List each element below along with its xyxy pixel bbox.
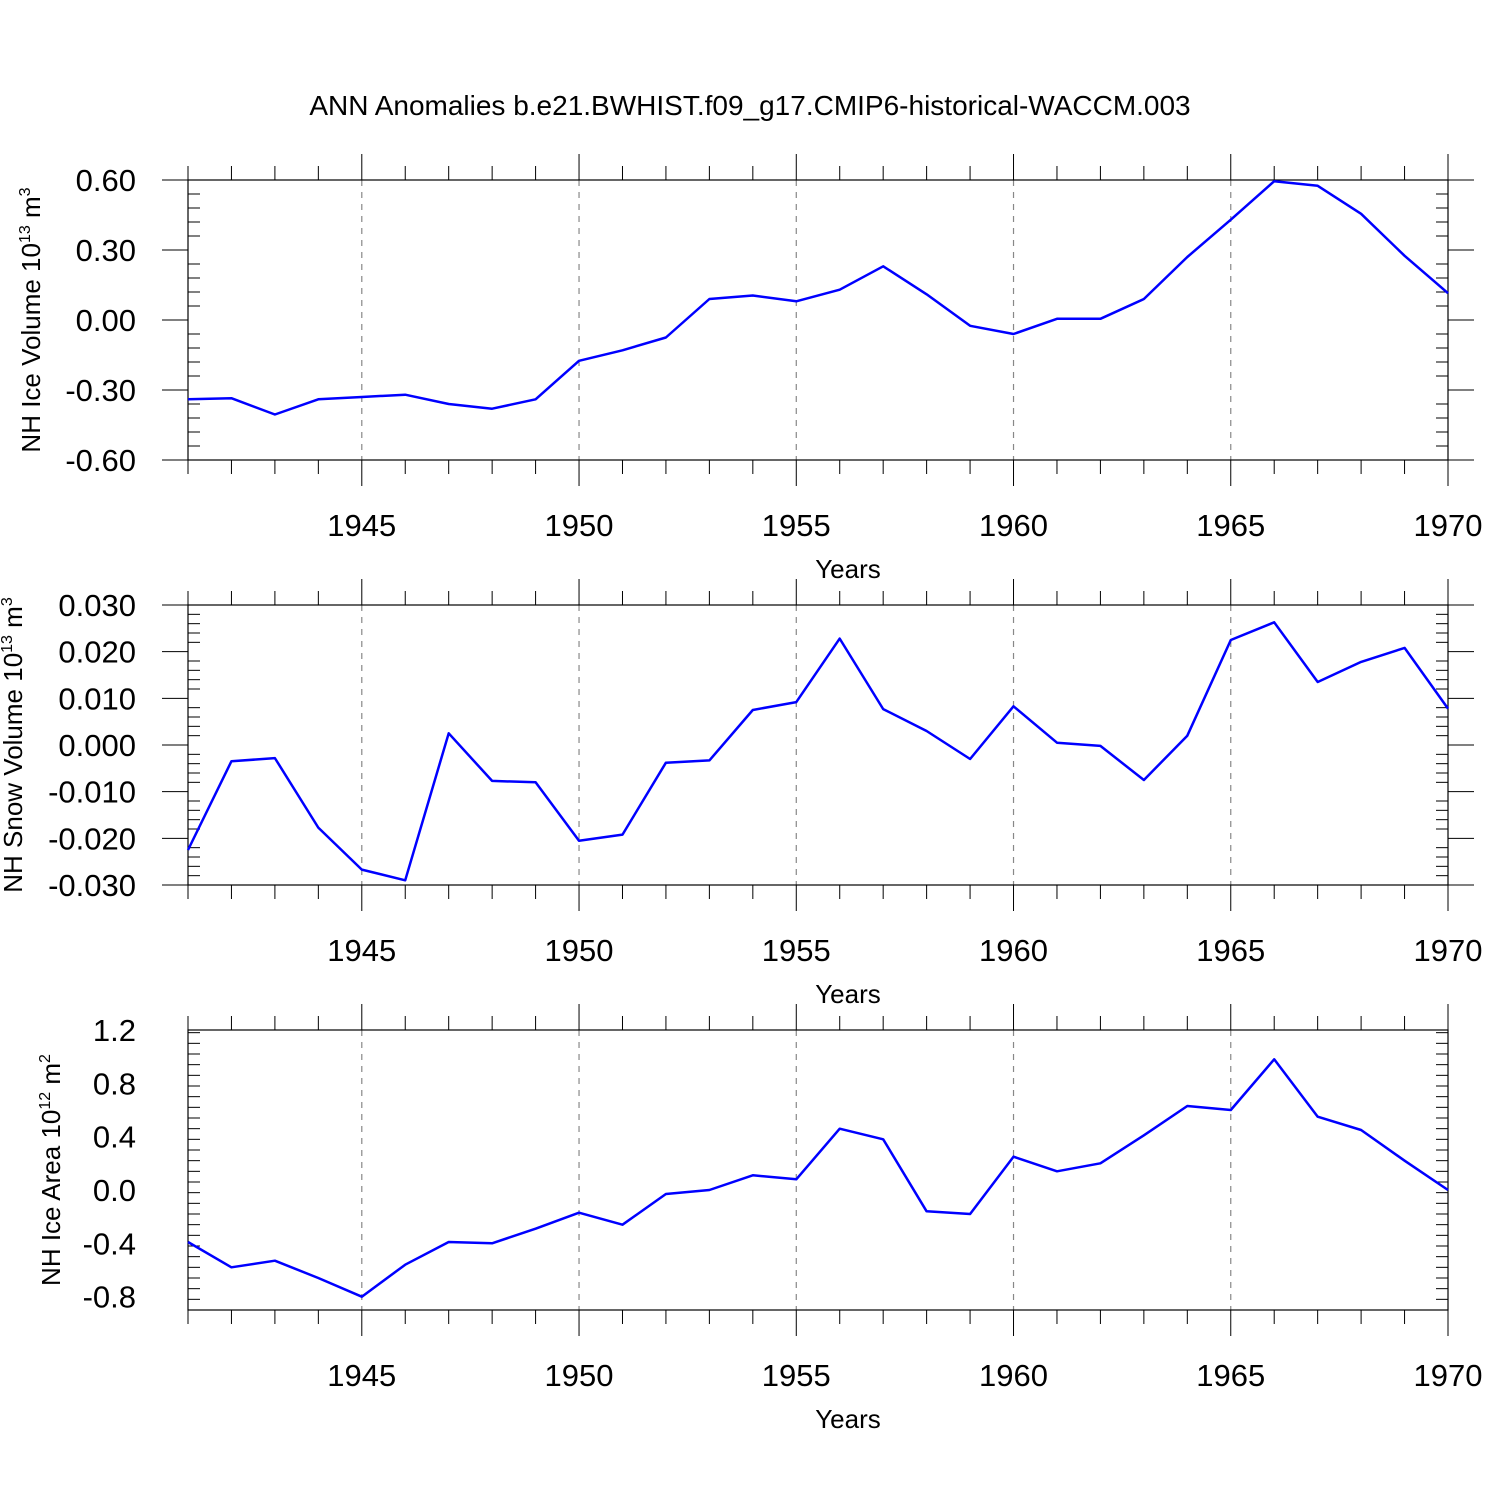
series-line	[186, 621, 1450, 882]
y-tick-label: 0.020	[58, 635, 136, 670]
y-tick-label: -0.30	[65, 373, 136, 408]
series-line	[187, 179, 1449, 416]
y-tick-label: -0.020	[48, 821, 136, 856]
x-tick-label: 1970	[1414, 933, 1483, 968]
y-axis-label-unit-exponent: 2	[37, 1054, 54, 1063]
x-tick-label: 1960	[979, 1358, 1048, 1393]
y-tick-label: 0.8	[93, 1066, 136, 1101]
plot-frame	[187, 604, 1449, 886]
x-tick-label: 1950	[545, 1358, 614, 1393]
x-tick-label: 1960	[979, 508, 1048, 543]
x-tick-label: 1970	[1414, 508, 1483, 543]
x-tick-label: 1955	[762, 1358, 831, 1393]
y-tick-label: 0.00	[76, 303, 136, 338]
y-axis-label-unit: m	[0, 606, 28, 635]
y-axis-label-exponent: 13	[0, 635, 16, 653]
y-axis-label-main: NH Ice Volume 10	[16, 243, 46, 453]
panel-1: -0.60 -0.30 0.00 0.30 0.60 1945 1950 1955 1960 19…	[16, 154, 1482, 584]
y-tick-label: 0.000	[58, 728, 136, 763]
y-axis-label-main: NH Ice Area 10	[36, 1110, 66, 1286]
x-tick-label: 1965	[1196, 1358, 1265, 1393]
x-tick-label: 1945	[327, 508, 396, 543]
chart-title: ANN Anomalies b.e21.BWHIST.f09_g17.CMIP6…	[309, 90, 1190, 121]
y-tick-label: -0.010	[48, 775, 136, 810]
x-axis-label: Years	[815, 979, 881, 1009]
x-tick-label: 1950	[545, 508, 614, 543]
y-axis-label-unit: m	[36, 1063, 66, 1092]
x-tick-label: 1970	[1414, 1358, 1483, 1393]
y-axis-label: NH Snow Volume 1013 m3	[0, 597, 28, 893]
y-axis-label-unit-exponent: 3	[0, 597, 16, 606]
y-tick-label: -0.030	[48, 868, 136, 903]
y-tick-label: 0.60	[76, 163, 136, 198]
y-tick-label: -0.4	[83, 1226, 136, 1261]
y-tick-label: -0.60	[65, 443, 136, 478]
x-axis-label: Years	[815, 1404, 881, 1434]
y-tick-label: 0.0	[93, 1173, 136, 1208]
y-axis-label-unit: m	[16, 196, 46, 225]
y-axis-label-exponent: 12	[37, 1092, 54, 1110]
plot-frame	[187, 1029, 1449, 1311]
y-tick-label: -0.8	[83, 1280, 136, 1315]
y-axis-label-main: NH Snow Volume 10	[0, 653, 28, 893]
y-axis-label-exponent: 13	[17, 225, 34, 243]
y-tick-label: 0.4	[93, 1120, 136, 1155]
y-axis-label: NH Ice Area 1012 m2	[36, 1054, 66, 1286]
plot-frame	[187, 179, 1449, 461]
panel-3: -0.8 -0.4 0.0 0.4 0.8 1.2 1945 1950 1955 1960 1965…	[36, 1004, 1482, 1434]
x-tick-label: 1955	[762, 933, 831, 968]
y-tick-label: 1.2	[93, 1013, 136, 1048]
x-tick-label: 1945	[327, 1358, 396, 1393]
x-tick-label: 1950	[545, 933, 614, 968]
series-line	[187, 1058, 1449, 1298]
y-tick-label: 0.010	[58, 681, 136, 716]
x-axis-label: Years	[815, 554, 881, 584]
y-tick-label: 0.030	[58, 588, 136, 623]
x-tick-label: 1965	[1196, 933, 1265, 968]
x-tick-label: 1955	[762, 508, 831, 543]
y-axis-label-unit-exponent: 3	[17, 187, 34, 196]
x-tick-label: 1960	[979, 933, 1048, 968]
panel-2: -0.030 -0.020 -0.010 0.000 0.010 0.020 0.030 19…	[0, 579, 1482, 1009]
x-tick-label: 1965	[1196, 508, 1265, 543]
y-tick-label: 0.30	[76, 233, 136, 268]
x-tick-label: 1945	[327, 933, 396, 968]
y-axis-label: NH Ice Volume 1013 m3	[16, 187, 46, 452]
